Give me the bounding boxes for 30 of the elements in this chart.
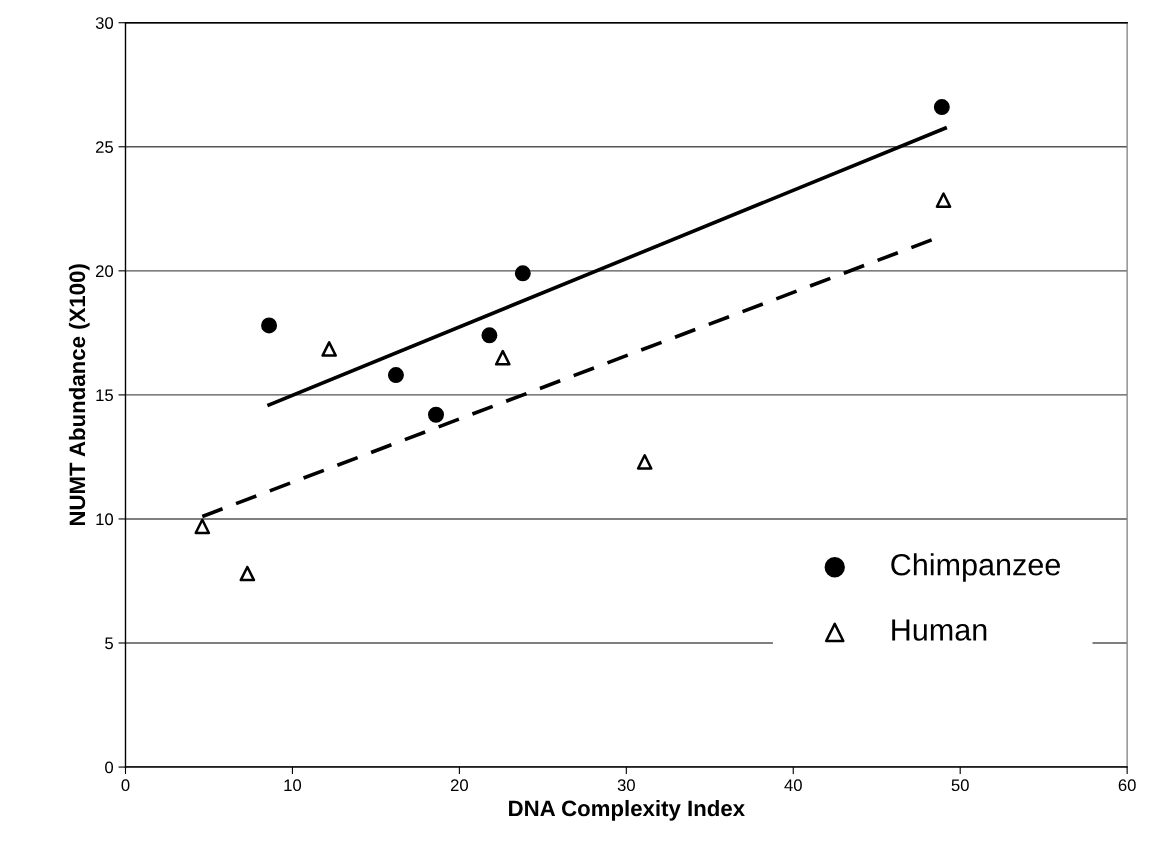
point bbox=[239, 565, 256, 582]
legend-label: Chimpanzee bbox=[891, 553, 1060, 582]
x-tick-label: 20 bbox=[450, 779, 468, 792]
point bbox=[261, 317, 278, 334]
point bbox=[636, 454, 653, 470]
y-tick-label: 15 bbox=[96, 389, 113, 402]
point bbox=[321, 341, 337, 357]
y-axis-title: NUMT Abundance (X100) bbox=[68, 264, 90, 526]
x-tick-label: 40 bbox=[784, 779, 802, 792]
y-tick-label: 5 bbox=[105, 637, 113, 650]
point bbox=[514, 265, 531, 282]
point bbox=[428, 406, 444, 423]
x-tick-label: 60 bbox=[1118, 779, 1136, 792]
point bbox=[194, 518, 211, 535]
x-tick-label: 0 bbox=[121, 779, 130, 792]
y-tick-label: 0 bbox=[105, 761, 114, 774]
x-tick-label: 50 bbox=[951, 779, 969, 792]
y-tick-label: 30 bbox=[95, 17, 114, 29]
point bbox=[933, 99, 950, 116]
y-tick-label: 20 bbox=[95, 265, 114, 278]
point bbox=[494, 349, 511, 366]
point bbox=[387, 367, 404, 384]
point bbox=[481, 327, 498, 344]
x-axis-title: DNA Complexity Index bbox=[509, 799, 745, 821]
y-tick-label: 25 bbox=[95, 141, 113, 153]
legend-label: Human bbox=[892, 619, 987, 641]
y-tick-label: 10 bbox=[96, 513, 114, 526]
x-tick-label: 10 bbox=[284, 779, 302, 792]
point bbox=[935, 192, 952, 208]
x-tick-label: 30 bbox=[617, 779, 635, 792]
